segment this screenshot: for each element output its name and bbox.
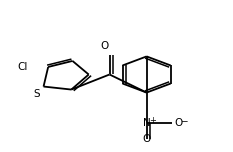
Text: Cl: Cl bbox=[17, 62, 27, 72]
Text: N: N bbox=[143, 118, 151, 128]
Text: −: − bbox=[180, 116, 188, 125]
Text: O: O bbox=[143, 133, 151, 143]
Text: +: + bbox=[149, 116, 156, 125]
Text: O: O bbox=[174, 118, 182, 128]
Text: S: S bbox=[33, 89, 40, 99]
Text: O: O bbox=[101, 41, 109, 51]
